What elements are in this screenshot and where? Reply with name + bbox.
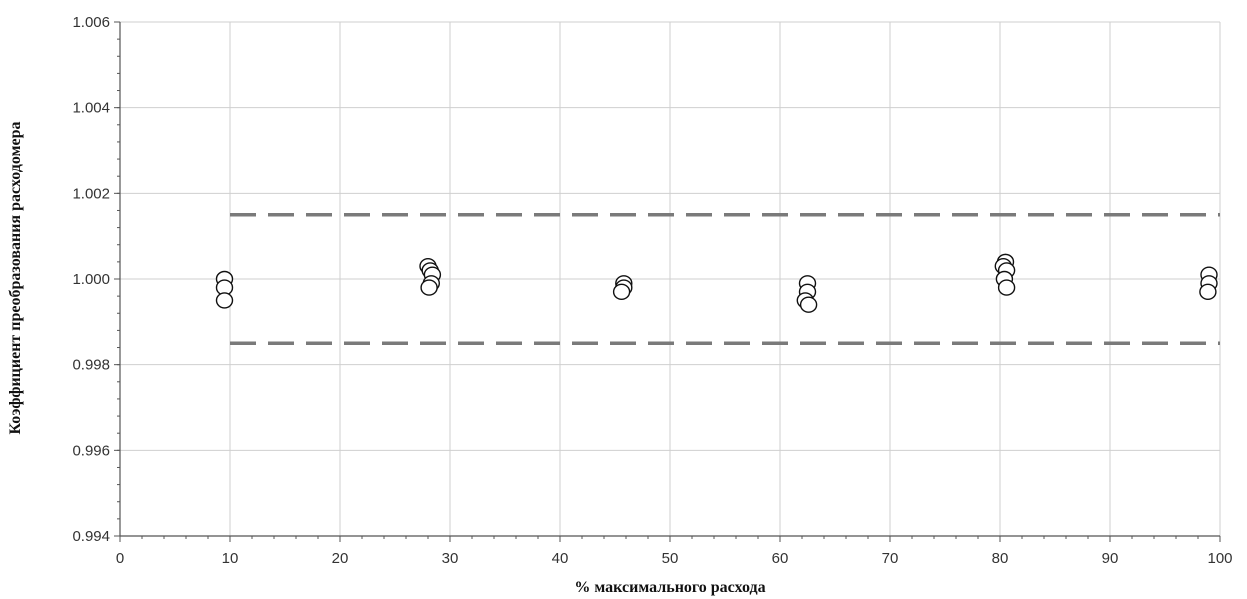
x-tick-label: 100 — [1207, 550, 1232, 567]
y-tick-label: 0.996 — [72, 442, 110, 459]
data-point — [799, 296, 818, 313]
x-tick-label: 20 — [332, 550, 349, 567]
data-point — [215, 292, 234, 309]
y-axis-title: Коэффициент преобразования расходомера — [7, 122, 24, 435]
y-tick-label: 1.006 — [72, 14, 110, 31]
x-tick-label: 50 — [662, 550, 679, 567]
x-tick-label: 10 — [222, 550, 239, 567]
x-tick-label: 0 — [116, 550, 124, 567]
x-tick-label: 40 — [552, 550, 569, 567]
axes — [119, 22, 1220, 537]
x-tick-labels: 0 10 20 30 40 50 60 70 80 90 100 — [116, 550, 1233, 567]
data-point — [1199, 283, 1217, 301]
axis-ticks — [114, 21, 1221, 542]
y-tick-label: 0.994 — [72, 528, 110, 545]
x-tick-label: 60 — [772, 550, 789, 567]
y-tick-label: 1.000 — [72, 271, 110, 288]
x-tick-label: 30 — [442, 550, 459, 567]
x-tick-label: 90 — [1102, 550, 1119, 567]
x-axis-title: % максимального расхода — [574, 579, 765, 596]
data-point — [997, 279, 1016, 296]
y-tick-label: 0.998 — [72, 357, 110, 374]
y-tick-labels: 0.994 0.996 0.998 1.000 1.002 1.004 1.006 — [72, 14, 110, 545]
data-point — [420, 279, 438, 296]
data-point — [612, 283, 631, 301]
x-tick-label: 70 — [882, 550, 899, 567]
grid — [120, 21, 1221, 536]
data-points — [215, 253, 1218, 313]
limit-lines — [230, 213, 1220, 345]
x-tick-label: 80 — [992, 550, 1009, 567]
y-tick-label: 1.002 — [72, 185, 110, 202]
y-tick-label: 1.004 — [72, 100, 110, 117]
